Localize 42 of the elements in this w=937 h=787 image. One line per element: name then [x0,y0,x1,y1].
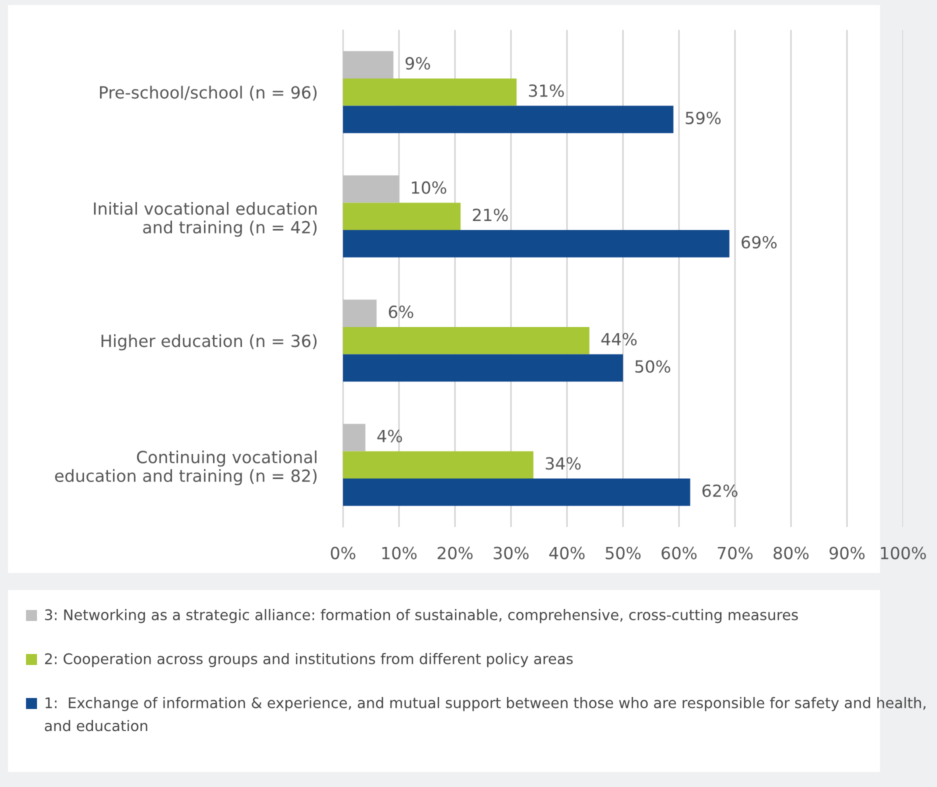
legend-label: 2: Cooperation across groups and institutions from different policy areas [45,653,573,668]
bar [343,106,674,134]
legend-label: 1: Exchange of information & experience, and mutual support between those who are responsible for safety and health, and education [44,697,926,732]
data-label: 10% [412,181,446,194]
bar [343,230,730,258]
y-tick-label: Initial vocational education and training (n = 42) [94,202,317,237]
data-label: 50% [635,360,670,373]
data-label: 21% [472,208,508,222]
data-label: 31% [528,84,564,97]
x-tick-label: 50% [606,546,641,560]
x-tick-label: 70% [718,546,753,560]
x-tick-label: 60% [662,546,697,560]
bar [343,354,623,382]
x-tick-label: 30% [494,546,529,560]
data-label: 69% [742,236,777,249]
data-label: 59% [686,112,721,124]
y-tick-label: Pre-school/school (n = 96) [100,86,317,101]
bar [343,478,690,506]
bar [343,300,377,327]
x-tick-label: 90% [830,546,865,560]
bar [343,78,517,106]
data-label: 34% [546,457,581,470]
bar [343,326,590,354]
x-tick-label: 10% [382,546,417,560]
y-tick-label: Continuing vocational education and training (n = 82) [55,450,317,486]
data-label: 62% [702,484,738,498]
data-label: 9% [406,57,430,70]
bar [343,202,461,230]
bar [343,424,366,452]
x-tick-label: 20% [438,546,473,560]
x-tick-label: 40% [549,546,585,560]
bar [343,51,394,78]
x-tick-label: 0% [330,546,356,560]
x-tick-label: 80% [774,546,809,560]
x-tick-label: 100% [881,546,926,560]
bar [343,175,399,203]
legend-label: 3: Networking as a strategic alliance: formation of sustainable, comprehensive, cross-cutting measures [45,609,798,624]
data-label: 44% [601,332,637,346]
y-tick-label: Higher education (n = 36) [102,334,317,350]
data-label: 4% [377,430,402,442]
data-label: 6% [388,306,414,318]
bar [343,451,534,479]
